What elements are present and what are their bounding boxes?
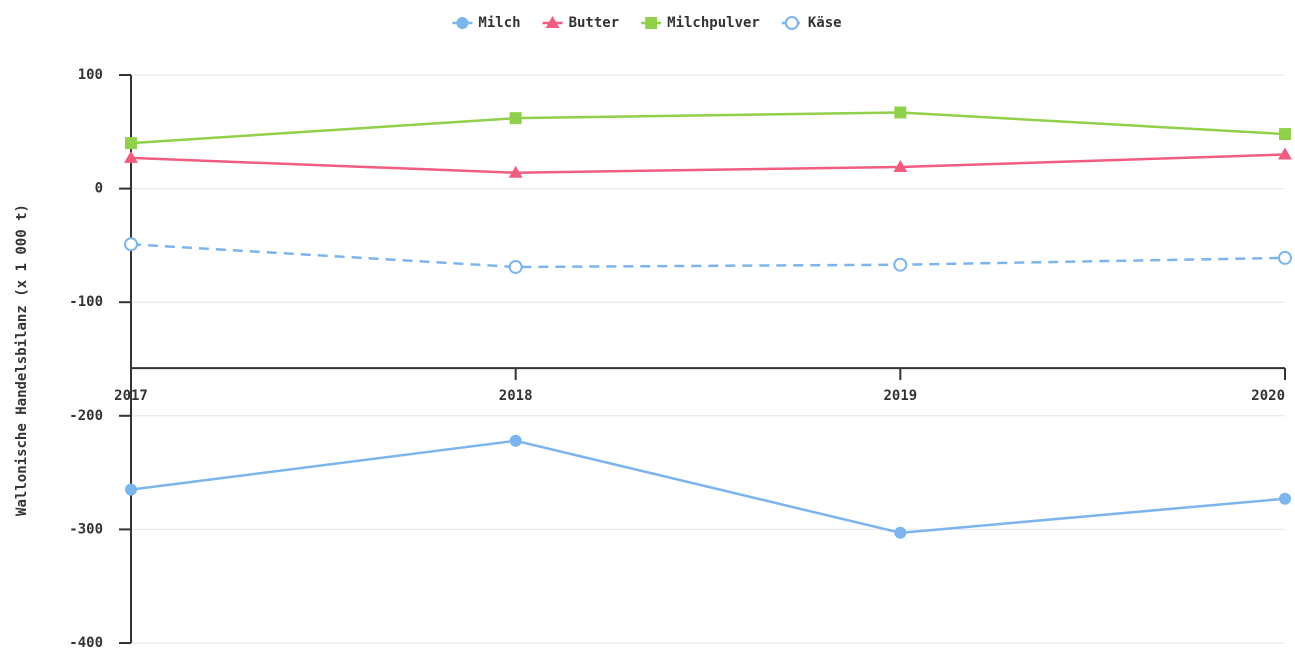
- data-point: [894, 526, 907, 539]
- series-line: [130, 243, 1286, 269]
- series-line: [130, 111, 1286, 145]
- y-axis-label: Wallonische Handelsbilanz (x 1 000 t): [14, 204, 30, 516]
- data-point: [1278, 250, 1292, 265]
- y-tick-label: 100: [78, 67, 103, 83]
- data-point: [125, 483, 137, 496]
- data-point: [1279, 128, 1291, 141]
- x-tick-label: 2018: [499, 388, 533, 404]
- legend-marker: [456, 17, 469, 29]
- data-point: [1279, 492, 1291, 505]
- x-tick-label: 2020: [1251, 388, 1285, 404]
- series-line: [130, 439, 1286, 535]
- legend-label: Milchpulver: [667, 15, 760, 31]
- data-point: [893, 257, 908, 272]
- data-point: [508, 259, 523, 274]
- data-point: [124, 150, 138, 163]
- legend-marker: [645, 17, 658, 29]
- y-tick-label: -300: [69, 521, 103, 537]
- legend-marker: [784, 16, 799, 30]
- data-point: [509, 112, 522, 125]
- data-point: [509, 434, 522, 447]
- y-tick-label: 0: [95, 181, 103, 197]
- y-tick-label: -200: [69, 408, 103, 424]
- legend-label: Milch: [478, 15, 520, 31]
- data-point: [508, 165, 523, 178]
- data-point: [124, 237, 138, 252]
- data-point: [893, 160, 908, 173]
- legend-label: Butter: [569, 15, 620, 31]
- series-line: [130, 153, 1286, 174]
- x-tick-label: 2017: [114, 388, 148, 404]
- y-tick-label: -400: [69, 635, 103, 651]
- x-tick-label: 2019: [883, 388, 917, 404]
- data-point: [125, 137, 137, 150]
- data-point: [1278, 147, 1292, 160]
- y-tick-label: -100: [69, 294, 103, 310]
- data-point: [894, 106, 907, 119]
- legend-marker: [545, 16, 560, 28]
- legend-label: Käse: [808, 15, 842, 31]
